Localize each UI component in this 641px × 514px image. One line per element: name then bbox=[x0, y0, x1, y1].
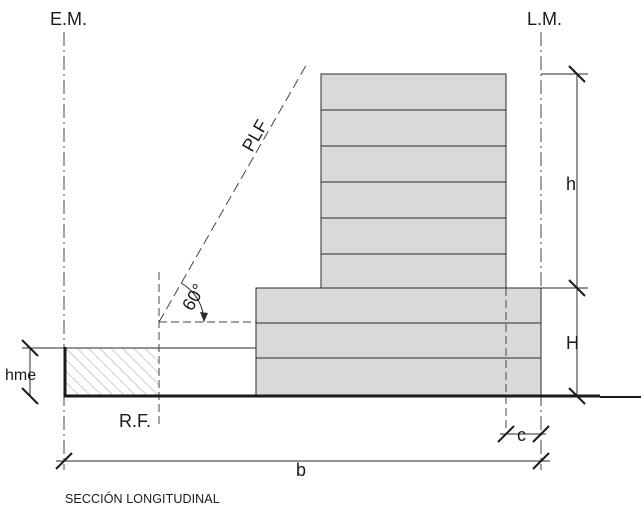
lower-building-block bbox=[255, 287, 542, 396]
tick-mark bbox=[532, 452, 550, 470]
h-upper-label: h bbox=[566, 174, 576, 194]
hme-label: hme bbox=[5, 367, 36, 384]
angle-arrowhead bbox=[200, 312, 208, 322]
tick-mark bbox=[55, 452, 73, 470]
tick-mark bbox=[568, 279, 586, 297]
tick-mark bbox=[532, 425, 550, 443]
angle-label: 60° bbox=[178, 280, 209, 314]
tick-mark bbox=[21, 387, 39, 405]
plf-line bbox=[158, 61, 309, 323]
setback-hatched-zone bbox=[66, 348, 159, 395]
upper-building-tower bbox=[320, 73, 507, 289]
tick-mark bbox=[497, 425, 515, 443]
rf-label: R.F. bbox=[119, 411, 151, 431]
tick-mark bbox=[568, 65, 586, 83]
h-lower-label: H bbox=[566, 333, 579, 353]
em-label: E.M. bbox=[50, 9, 87, 29]
tick-mark bbox=[568, 387, 586, 405]
caption: SECCIÓN LONGITUDINAL bbox=[65, 491, 220, 506]
lm-label: L.M. bbox=[527, 9, 562, 29]
c-label: c bbox=[517, 425, 526, 445]
plf-label: PLF bbox=[238, 116, 272, 155]
b-label: b bbox=[296, 460, 306, 480]
tick-mark bbox=[21, 339, 39, 357]
